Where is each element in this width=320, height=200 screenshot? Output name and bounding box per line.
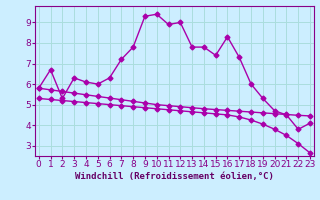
X-axis label: Windchill (Refroidissement éolien,°C): Windchill (Refroidissement éolien,°C) <box>75 172 274 181</box>
